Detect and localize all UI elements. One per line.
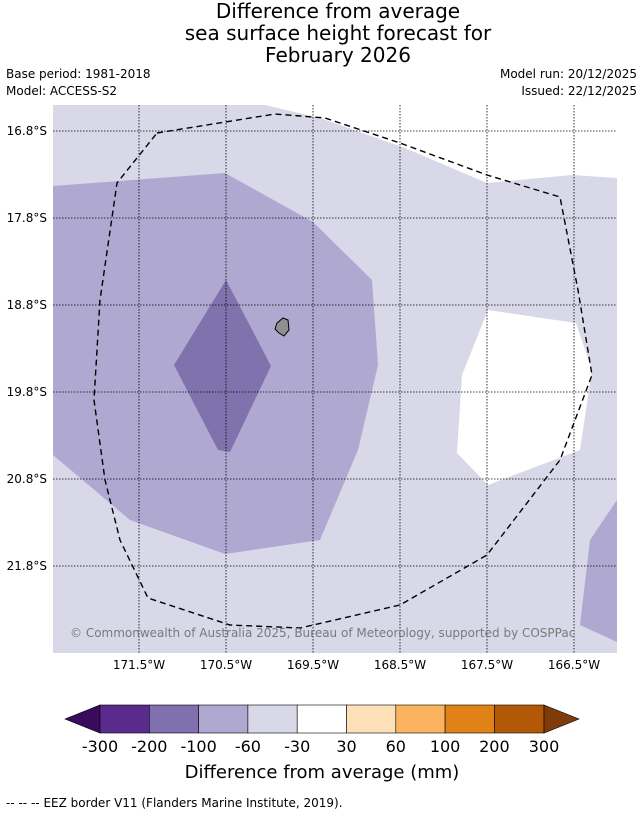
- near-zero-region: [457, 310, 592, 485]
- colorbar-segment: [149, 704, 199, 734]
- eez-legend-text: EEZ border V11 (Flanders Marine Institut…: [43, 796, 343, 810]
- colorbar-tick-label: -300: [82, 737, 118, 756]
- colorbar-tick-label: -60: [235, 737, 261, 756]
- island-landmass: [274, 317, 290, 337]
- lon-label-1: 171.5°W: [113, 658, 165, 672]
- title-line-2: sea surface height forecast for: [184, 21, 492, 45]
- colorbar-segment: [395, 704, 446, 734]
- lat-label-1: 16.8°S: [7, 124, 47, 138]
- colorbar-tick-label: 100: [430, 737, 461, 756]
- strong-anomaly-region: [174, 280, 271, 452]
- colorbar-extension-high: [543, 704, 580, 734]
- lat-label-3: 18.8°S: [7, 298, 47, 312]
- lat-label-2: 17.8°S: [7, 211, 47, 225]
- eez-legend-symbol: -- -- --: [6, 796, 40, 810]
- title-line-3: February 2026: [265, 43, 411, 67]
- colorbar-tick-label: -100: [180, 737, 216, 756]
- map-title: Difference from average sea surface heig…: [0, 0, 644, 66]
- lon-label-5: 167.5°W: [461, 658, 513, 672]
- copyright-notice: © Commonwealth of Australia 2025, Bureau…: [70, 626, 575, 640]
- base-period: Base period: 1981-2018: [6, 67, 151, 81]
- title-line-1: Difference from average: [215, 0, 461, 23]
- lon-label-4: 168.5°W: [374, 658, 426, 672]
- lat-label-5: 20.8°S: [7, 472, 47, 486]
- gridlines: [53, 105, 617, 653]
- eez-border: [93, 113, 593, 629]
- colorbar-tick-label: 200: [479, 737, 510, 756]
- colorbar: -300 -200 -100 -60 -30 30 60 100 200 300…: [64, 704, 580, 783]
- eez-legend: -- -- -- EEZ border V11 (Flanders Marine…: [6, 796, 343, 810]
- colorbar-tick-label: 60: [386, 737, 406, 756]
- colorbar-extension-low: [64, 704, 101, 734]
- colorbar-segment: [296, 704, 347, 734]
- map-panel: © Commonwealth of Australia 2025, Bureau…: [53, 105, 617, 653]
- colorbar-tick-label: -200: [131, 737, 167, 756]
- colorbar-tick-label: -30: [284, 737, 310, 756]
- colorbar-segment: [247, 704, 298, 734]
- mid-anomaly-region-southeast: [580, 500, 617, 642]
- colorbar-segment: [444, 704, 495, 734]
- lat-label-4: 19.8°S: [7, 385, 47, 399]
- colorbar-segment: [198, 704, 249, 734]
- issued-date: Issued: 22/12/2025: [521, 84, 637, 98]
- colorbar-segment: [494, 704, 545, 734]
- colorbar-title: Difference from average (mm): [185, 762, 460, 783]
- latitude-labels: 16.8°S 17.8°S 18.8°S 19.8°S 20.8°S 21.8°…: [7, 124, 47, 573]
- meta-right: Model run: 20/12/2025 Issued: 22/12/2025: [500, 66, 637, 100]
- longitude-labels: 171.5°W 170.5°W 169.5°W 168.5°W 167.5°W …: [113, 658, 600, 672]
- model-run: Model run: 20/12/2025: [499, 67, 637, 81]
- colorbar-segment: [99, 704, 150, 734]
- lon-label-3: 169.5°W: [287, 658, 339, 672]
- colorbar-tick-label: 30: [336, 737, 356, 756]
- lon-label-2: 170.5°W: [200, 658, 252, 672]
- model-name: Model: ACCESS-S2: [6, 84, 118, 98]
- colorbar-tick-label: 300: [529, 737, 560, 756]
- colorbar-segment: [346, 704, 397, 734]
- meta-left: Base period: 1981-2018 Model: ACCESS-S2: [6, 66, 151, 100]
- lon-label-6: 166.5°W: [548, 658, 600, 672]
- lat-label-6: 21.8°S: [7, 559, 47, 573]
